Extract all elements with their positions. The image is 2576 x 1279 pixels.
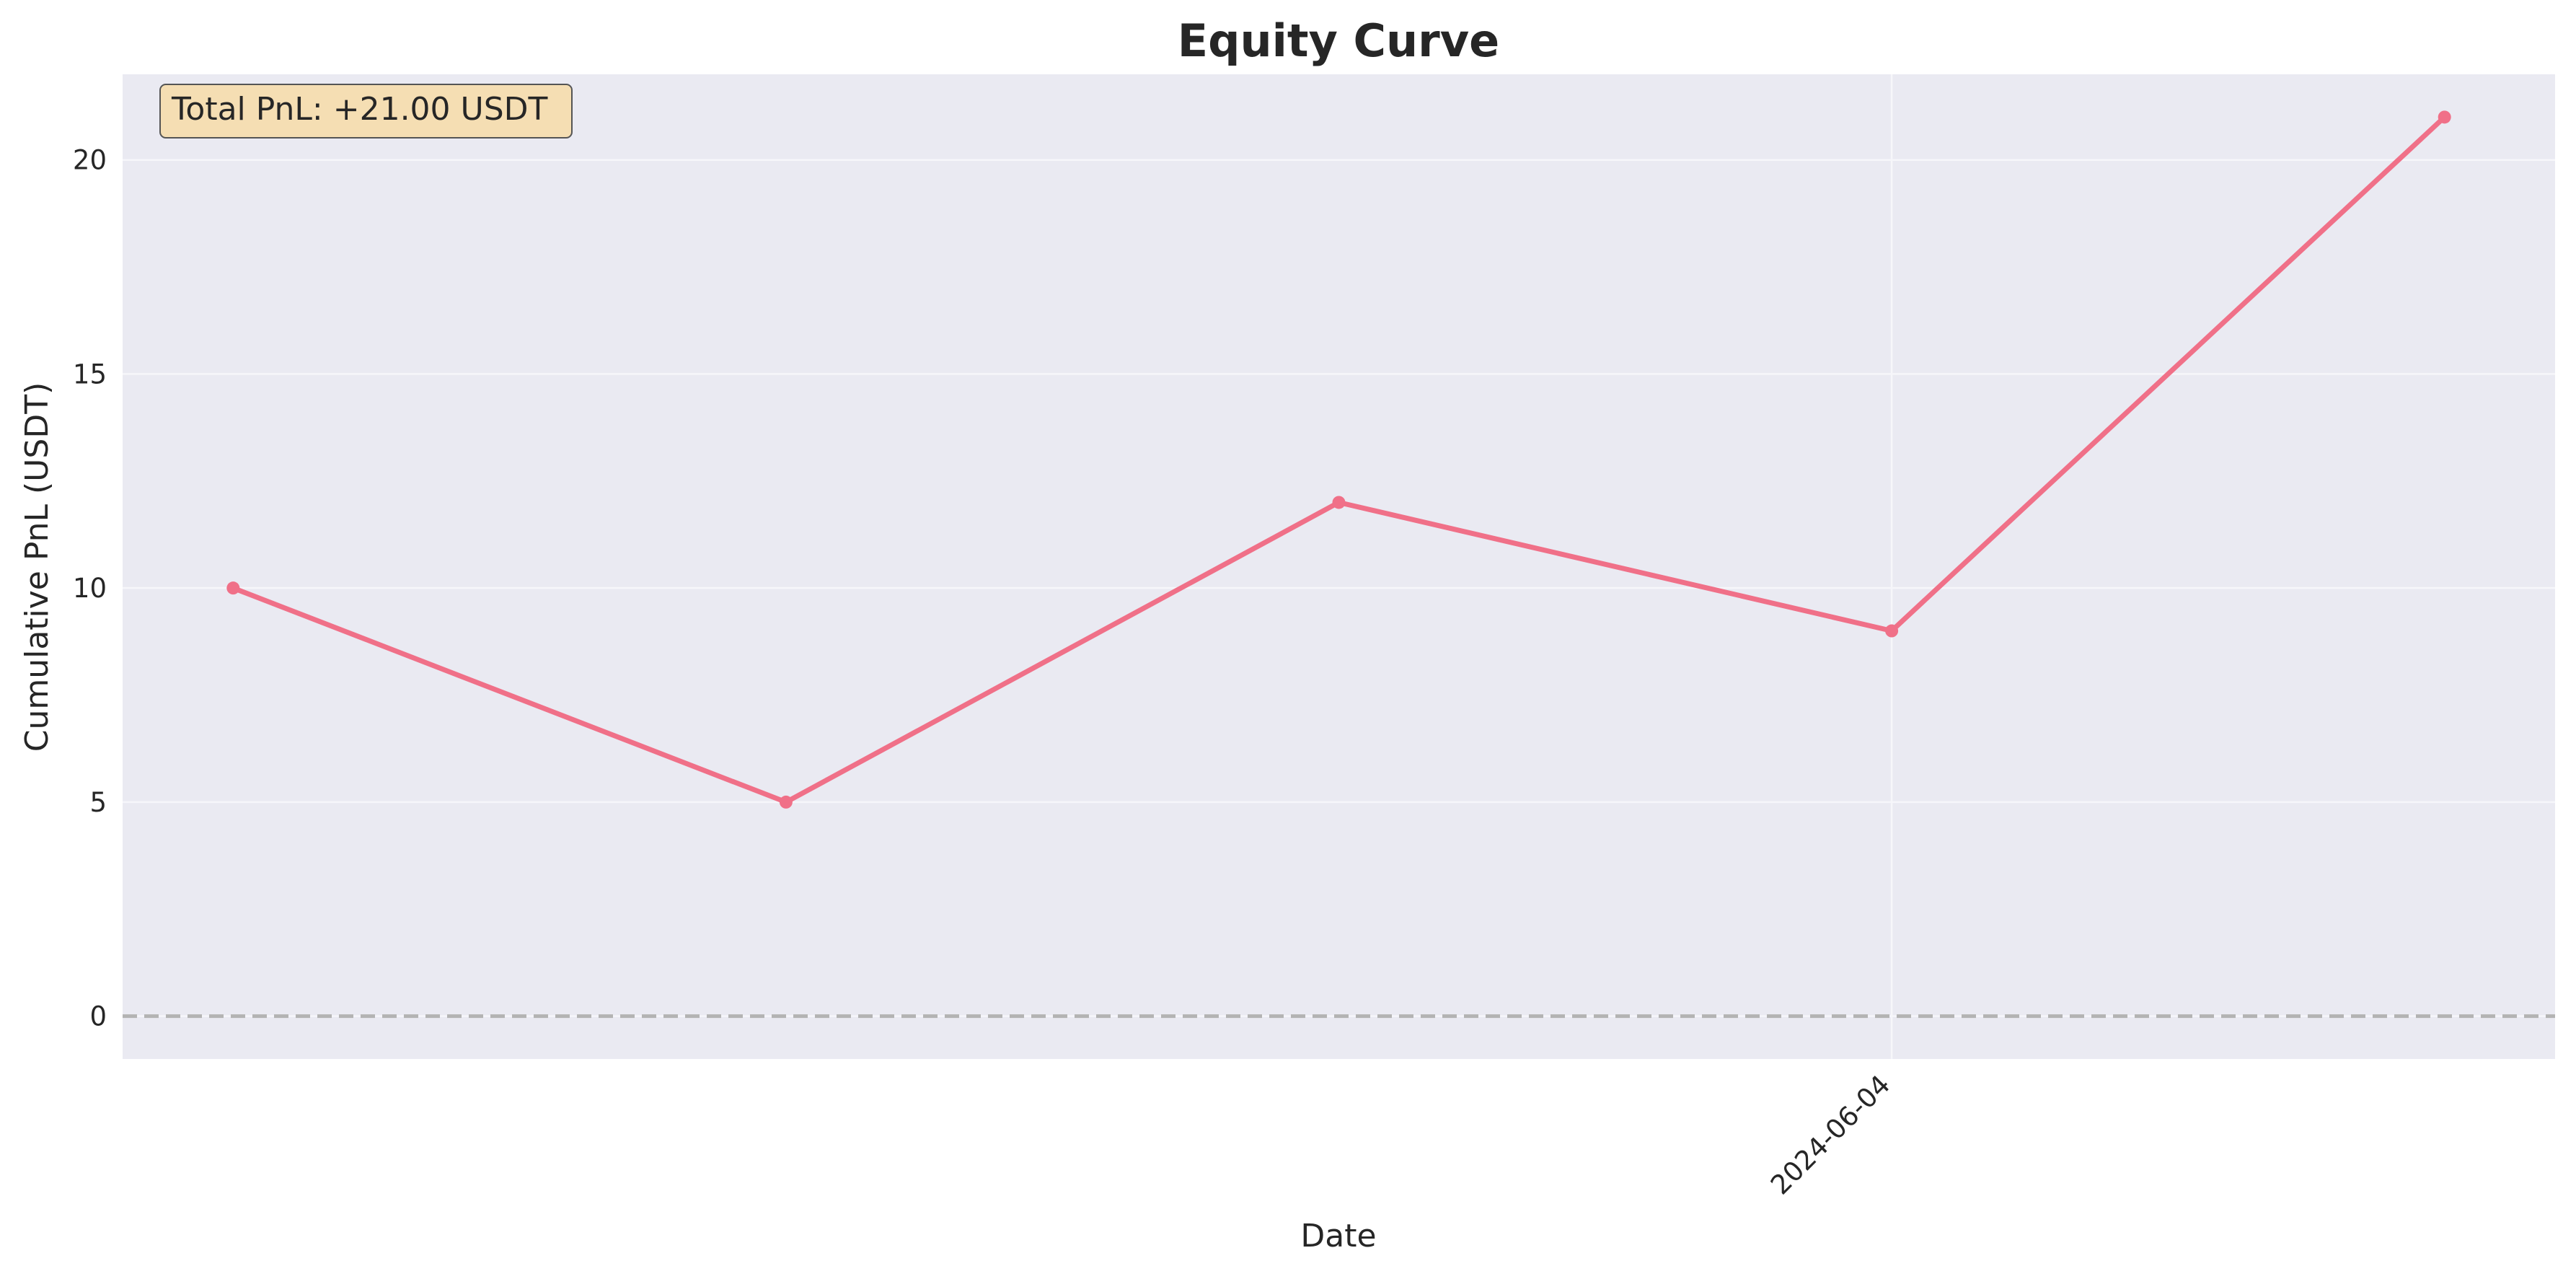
y-tick-label: 10 — [73, 573, 107, 604]
equity-data-point — [226, 581, 240, 595]
y-tick-label: 5 — [89, 787, 107, 818]
y-tick-label: 20 — [73, 145, 107, 176]
equity-data-point — [2438, 110, 2451, 124]
x-axis-label: Date — [1300, 1218, 1376, 1254]
equity-data-point — [1885, 624, 1899, 638]
plot-area — [123, 74, 2555, 1059]
y-tick-label: 15 — [73, 359, 107, 390]
annotation-box — [159, 84, 573, 139]
chart-title: Equity Curve — [1178, 14, 1499, 67]
equity-data-point — [1332, 496, 1346, 509]
equity-data-point — [779, 795, 793, 809]
total-pnl-annotation: Total PnL: +21.00 USDT — [159, 84, 573, 139]
y-axis-label: Cumulative PnL (USDT) — [19, 382, 56, 752]
grid-lines — [123, 74, 2555, 1059]
y-tick-labels: 0 5 10 15 20 — [73, 145, 107, 1032]
series-layer — [226, 110, 2451, 809]
y-tick-label: 0 — [89, 1001, 107, 1032]
annotation-text: Total PnL: +21.00 USDT — [171, 91, 548, 128]
